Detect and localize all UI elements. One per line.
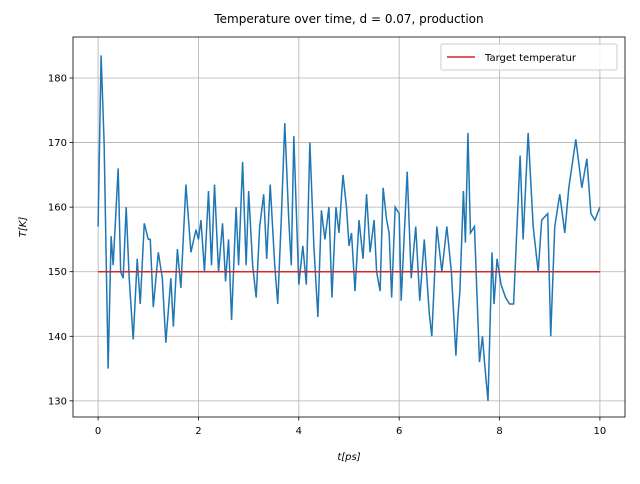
y-tick-label: 140 [48,332,67,343]
y-tick-label: 180 [48,74,67,85]
x-tick-label: 4 [296,426,302,437]
x-tick-label: 10 [594,426,607,437]
y-tick-label: 130 [48,396,67,407]
y-axis-label: T[K] [18,217,29,238]
legend-label: Target temperatur [484,53,577,64]
x-tick-label: 0 [95,426,101,437]
legend-box [440,43,618,71]
x-tick-label: 6 [396,426,402,437]
y-tick-label: 160 [48,203,67,214]
y-tick-label: 170 [48,138,67,149]
x-tick-label: 2 [195,426,201,437]
data-line [97,55,601,401]
plot-frame [72,36,626,418]
chart-title: Temperature over time, d = 0.07, product… [213,12,483,26]
y-tick-label: 150 [48,267,67,278]
x-tick-label: 8 [496,426,502,437]
x-axis-label: t[ps] [337,452,360,463]
